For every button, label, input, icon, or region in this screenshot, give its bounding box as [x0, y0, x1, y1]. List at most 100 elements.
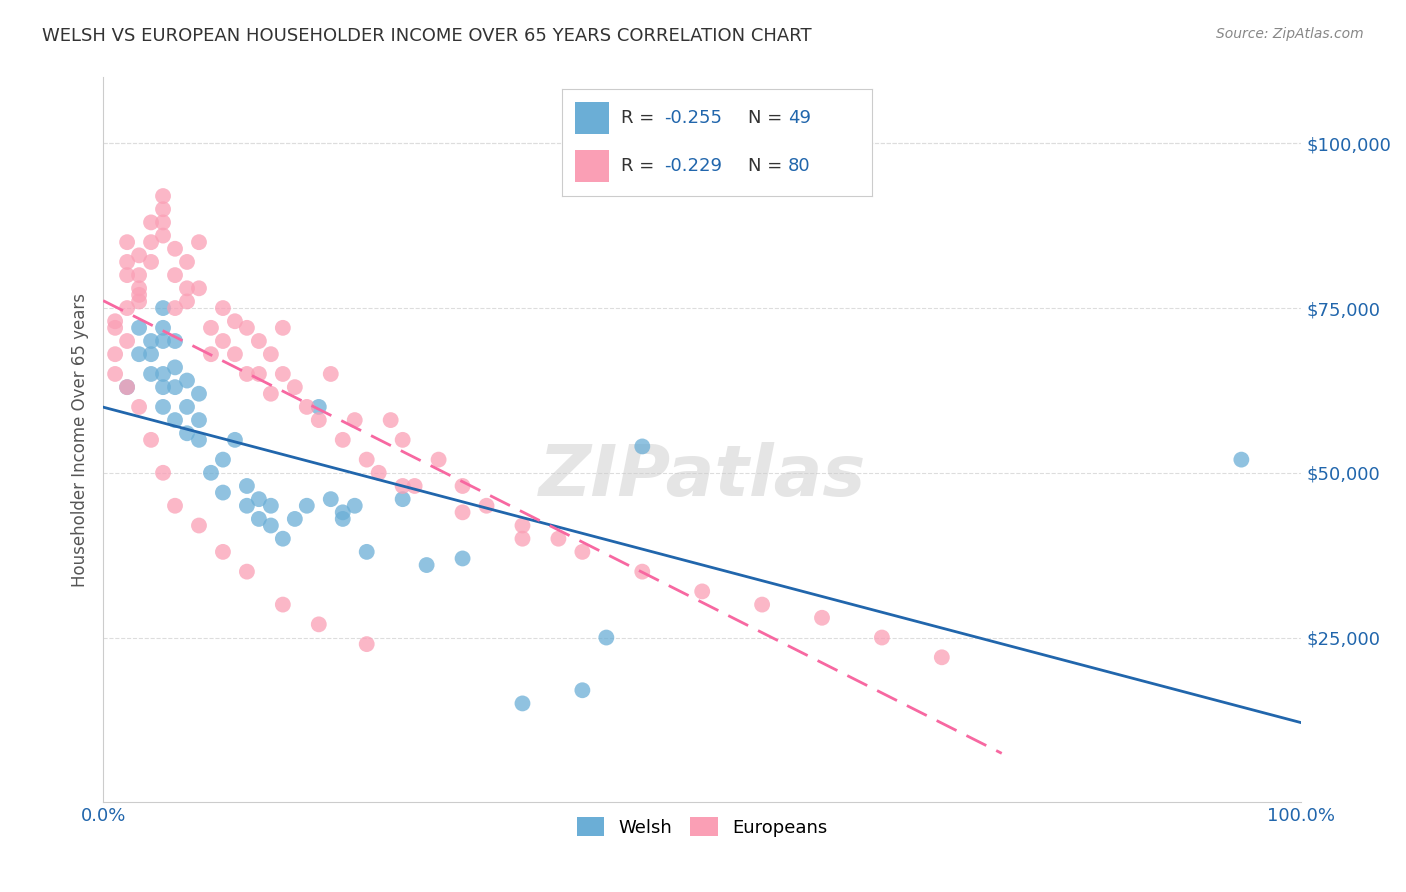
Welsh [260, 499, 283, 513]
Europeans [176, 294, 198, 309]
Europeans [247, 367, 270, 381]
Europeans [115, 268, 138, 282]
Welsh [260, 518, 283, 533]
Welsh [176, 400, 198, 414]
Welsh [163, 334, 186, 348]
Welsh [115, 380, 138, 394]
Europeans [212, 301, 235, 315]
Europeans [224, 347, 246, 361]
Welsh [236, 479, 259, 493]
Europeans [128, 288, 150, 302]
Europeans [512, 518, 534, 533]
Europeans [128, 248, 150, 262]
Welsh [176, 426, 198, 441]
Welsh [319, 492, 342, 507]
Welsh [152, 400, 174, 414]
Welsh [212, 452, 235, 467]
Europeans [547, 532, 569, 546]
Europeans [200, 321, 222, 335]
Welsh [415, 558, 437, 572]
Welsh [512, 697, 534, 711]
Europeans [139, 235, 162, 249]
Welsh [391, 492, 413, 507]
Europeans [104, 347, 127, 361]
Welsh [224, 433, 246, 447]
Europeans [367, 466, 389, 480]
Europeans [427, 452, 450, 467]
Europeans [115, 255, 138, 269]
Europeans [343, 413, 366, 427]
Europeans [319, 367, 342, 381]
Europeans [128, 281, 150, 295]
Welsh [332, 505, 354, 519]
Europeans [104, 321, 127, 335]
Welsh [356, 545, 378, 559]
Europeans [260, 386, 283, 401]
Europeans [451, 479, 474, 493]
Welsh [163, 380, 186, 394]
Legend: Welsh, Europeans: Welsh, Europeans [569, 810, 835, 844]
Welsh [163, 413, 186, 427]
Europeans [115, 380, 138, 394]
Europeans [870, 631, 893, 645]
Europeans [128, 400, 150, 414]
Text: 80: 80 [789, 157, 811, 175]
Text: N =: N = [748, 109, 787, 127]
Europeans [139, 255, 162, 269]
Europeans [152, 466, 174, 480]
Europeans [332, 433, 354, 447]
Europeans [139, 215, 162, 229]
Welsh [188, 386, 211, 401]
Europeans [751, 598, 773, 612]
Europeans [188, 235, 211, 249]
Europeans [152, 215, 174, 229]
Welsh [595, 631, 617, 645]
Europeans [271, 321, 294, 335]
Europeans [391, 479, 413, 493]
Europeans [115, 235, 138, 249]
Europeans [176, 281, 198, 295]
Welsh [571, 683, 593, 698]
Welsh [247, 492, 270, 507]
Europeans [512, 532, 534, 546]
Europeans [128, 294, 150, 309]
Europeans [308, 617, 330, 632]
Europeans [188, 518, 211, 533]
Europeans [931, 650, 953, 665]
Europeans [104, 367, 127, 381]
Europeans [811, 611, 834, 625]
Welsh [152, 334, 174, 348]
Text: R =: R = [621, 109, 661, 127]
Text: -0.255: -0.255 [665, 109, 723, 127]
Welsh [271, 532, 294, 546]
Europeans [404, 479, 426, 493]
Welsh [451, 551, 474, 566]
Europeans [200, 347, 222, 361]
Welsh [343, 499, 366, 513]
Welsh [332, 512, 354, 526]
Europeans [163, 301, 186, 315]
Text: R =: R = [621, 157, 661, 175]
Europeans [475, 499, 498, 513]
Welsh [631, 439, 654, 453]
Text: Source: ZipAtlas.com: Source: ZipAtlas.com [1216, 27, 1364, 41]
Europeans [260, 347, 283, 361]
Welsh [128, 321, 150, 335]
Europeans [115, 301, 138, 315]
Text: -0.229: -0.229 [665, 157, 723, 175]
Europeans [163, 242, 186, 256]
Welsh [212, 485, 235, 500]
Welsh [295, 499, 318, 513]
Europeans [380, 413, 402, 427]
Europeans [152, 202, 174, 217]
Europeans [152, 228, 174, 243]
Europeans [236, 367, 259, 381]
Europeans [308, 413, 330, 427]
Europeans [224, 314, 246, 328]
Europeans [163, 499, 186, 513]
Welsh [236, 499, 259, 513]
Europeans [163, 268, 186, 282]
Welsh [200, 466, 222, 480]
Europeans [104, 314, 127, 328]
Europeans [451, 505, 474, 519]
